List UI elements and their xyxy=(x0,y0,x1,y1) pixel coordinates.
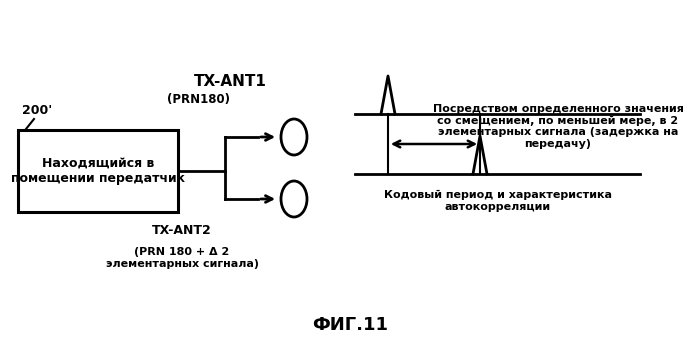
FancyBboxPatch shape xyxy=(18,130,178,212)
Text: (PRN180): (PRN180) xyxy=(167,93,230,106)
Text: Кодовый период и характеристика
автокорреляции: Кодовый период и характеристика автокорр… xyxy=(384,190,612,212)
Ellipse shape xyxy=(281,119,307,155)
Text: ФИГ.11: ФИГ.11 xyxy=(312,316,388,334)
Text: (PRN 180 + Δ 2
элементарных сигнала): (PRN 180 + Δ 2 элементарных сигнала) xyxy=(106,247,258,269)
Text: TX-ANT2: TX-ANT2 xyxy=(152,224,212,237)
Text: TX-ANT1: TX-ANT1 xyxy=(194,75,267,90)
Ellipse shape xyxy=(281,181,307,217)
Text: Посредством определенного значения
со смещением, по меньшей мере, в 2
элементарн: Посредством определенного значения со см… xyxy=(433,104,683,149)
Text: Находящийся в
помещении передатчик: Находящийся в помещении передатчик xyxy=(11,157,185,185)
Text: 200': 200' xyxy=(22,104,52,117)
